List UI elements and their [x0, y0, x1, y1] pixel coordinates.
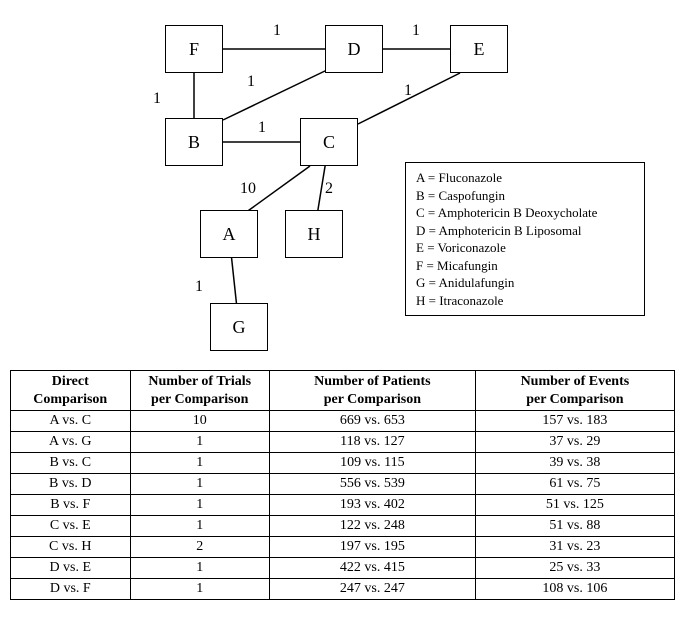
legend-box: A = FluconazoleB = CaspofunginC = Amphot…	[405, 162, 645, 316]
edge-label-C-A: 10	[240, 180, 256, 198]
network-diagram: A = FluconazoleB = CaspofunginC = Amphot…	[0, 0, 685, 360]
node-F: F	[165, 25, 223, 73]
table-cell: 108 vs. 106	[475, 579, 674, 600]
table-cell: 122 vs. 248	[269, 516, 475, 537]
edge-label-C-E: 1	[404, 82, 412, 100]
table-cell: 669 vs. 653	[269, 411, 475, 432]
table-cell: 118 vs. 127	[269, 432, 475, 453]
table-row: A vs. G1118 vs. 12737 vs. 29	[11, 432, 675, 453]
table-cell: 25 vs. 33	[475, 558, 674, 579]
table-body: A vs. C10669 vs. 653157 vs. 183A vs. G11…	[11, 411, 675, 600]
table-cell: 37 vs. 29	[475, 432, 674, 453]
table-cell: 31 vs. 23	[475, 537, 674, 558]
table-cell: B vs. C	[11, 453, 131, 474]
col-header: DirectComparison	[11, 371, 131, 411]
table-cell: 109 vs. 115	[269, 453, 475, 474]
table-cell: B vs. F	[11, 495, 131, 516]
table-cell: D vs. F	[11, 579, 131, 600]
table-row: D vs. E1422 vs. 41525 vs. 33	[11, 558, 675, 579]
table-row: B vs. C1109 vs. 11539 vs. 38	[11, 453, 675, 474]
node-C: C	[300, 118, 358, 166]
table-cell: 10	[130, 411, 269, 432]
table-row: B vs. F1193 vs. 40251 vs. 125	[11, 495, 675, 516]
edge-label-F-B: 1	[153, 90, 161, 108]
table-head: DirectComparisonNumber of Trialsper Comp…	[11, 371, 675, 411]
table-cell: 2	[130, 537, 269, 558]
table-cell: D vs. E	[11, 558, 131, 579]
legend-item: F = Micafungin	[416, 257, 634, 275]
table-cell: 422 vs. 415	[269, 558, 475, 579]
table-cell: 556 vs. 539	[269, 474, 475, 495]
table-cell: 1	[130, 579, 269, 600]
legend-item: H = Itraconazole	[416, 292, 634, 310]
table-row: C vs. H2197 vs. 19531 vs. 23	[11, 537, 675, 558]
table-row: D vs. F1247 vs. 247108 vs. 106	[11, 579, 675, 600]
legend-item: C = Amphotericin B Deoxycholate	[416, 204, 634, 222]
legend-item: A = Fluconazole	[416, 169, 634, 187]
edge-label-C-H: 2	[325, 180, 333, 198]
table-cell: 51 vs. 88	[475, 516, 674, 537]
edge-B-D	[223, 70, 327, 120]
table-cell: B vs. D	[11, 474, 131, 495]
col-header: Number of Eventsper Comparison	[475, 371, 674, 411]
legend-item: G = Anidulafungin	[416, 274, 634, 292]
table-cell: 1	[130, 516, 269, 537]
table-cell: 1	[130, 432, 269, 453]
table-cell: A vs. G	[11, 432, 131, 453]
table-cell: 1	[130, 474, 269, 495]
edge-label-D-E: 1	[412, 22, 420, 40]
table-row: C vs. E1122 vs. 24851 vs. 88	[11, 516, 675, 537]
table-cell: 39 vs. 38	[475, 453, 674, 474]
node-E: E	[450, 25, 508, 73]
table-cell: 1	[130, 495, 269, 516]
table-cell: 61 vs. 75	[475, 474, 674, 495]
edge-label-F-D: 1	[273, 22, 281, 40]
table-cell: 197 vs. 195	[269, 537, 475, 558]
table-cell: 1	[130, 558, 269, 579]
legend-item: E = Voriconazole	[416, 239, 634, 257]
table-cell: C vs. E	[11, 516, 131, 537]
edge-label-A-G: 1	[195, 278, 203, 296]
node-G: G	[210, 303, 268, 351]
table-cell: 157 vs. 183	[475, 411, 674, 432]
legend-item: B = Caspofungin	[416, 187, 634, 205]
table-cell: 51 vs. 125	[475, 495, 674, 516]
node-B: B	[165, 118, 223, 166]
legend-item: D = Amphotericin B Liposomal	[416, 222, 634, 240]
node-D: D	[325, 25, 383, 73]
table-cell: A vs. C	[11, 411, 131, 432]
table-cell: 247 vs. 247	[269, 579, 475, 600]
table-cell: 1	[130, 453, 269, 474]
edge-label-B-D: 1	[247, 73, 255, 91]
table-row: B vs. D1556 vs. 53961 vs. 75	[11, 474, 675, 495]
table-row: A vs. C10669 vs. 653157 vs. 183	[11, 411, 675, 432]
edge-label-B-C: 1	[258, 119, 266, 137]
comparison-table: DirectComparisonNumber of Trialsper Comp…	[10, 370, 675, 600]
col-header: Number of Trialsper Comparison	[130, 371, 269, 411]
node-H: H	[285, 210, 343, 258]
node-A: A	[200, 210, 258, 258]
col-header: Number of Patientsper Comparison	[269, 371, 475, 411]
table-cell: 193 vs. 402	[269, 495, 475, 516]
table-cell: C vs. H	[11, 537, 131, 558]
